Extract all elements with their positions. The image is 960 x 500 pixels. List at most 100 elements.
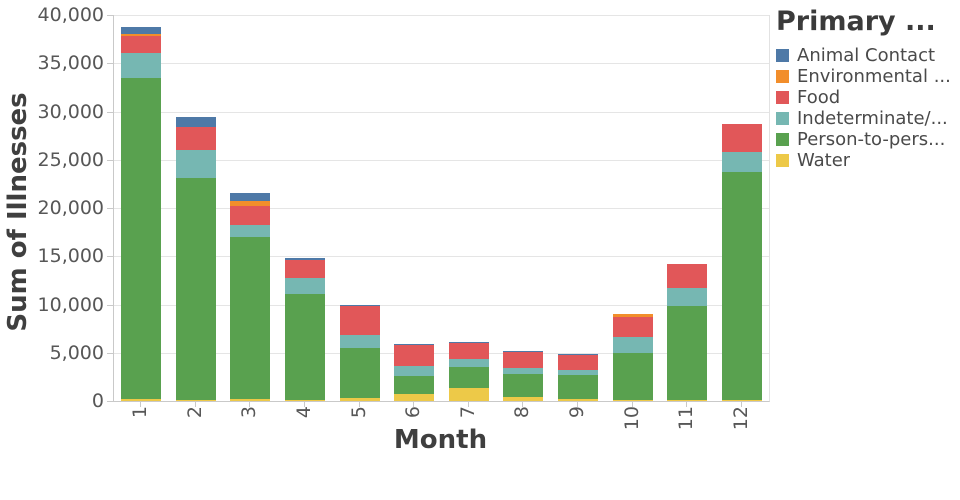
bar-month-6-segment-person-to-person[interactable] bbox=[394, 375, 435, 394]
bar-month-6-segment-water[interactable] bbox=[394, 393, 435, 401]
bar-month-8-segment-person-to-person[interactable] bbox=[503, 373, 544, 398]
bar-month-1-segment-person-to-person[interactable] bbox=[121, 78, 162, 400]
legend-item-label: Animal Contact bbox=[797, 45, 936, 66]
y-tick-label: 35,000 bbox=[37, 52, 104, 75]
bar-month-1-segment-animal-contact[interactable] bbox=[121, 26, 162, 35]
bar-month-11-segment-person-to-person[interactable] bbox=[667, 306, 708, 400]
y-tick bbox=[107, 15, 113, 16]
y-tick bbox=[107, 352, 113, 354]
y-tick bbox=[107, 401, 113, 402]
bar-month-1-segment-environmental[interactable] bbox=[121, 34, 162, 36]
bar-month-2 bbox=[175, 15, 216, 401]
bar-month-4-segment-animal-contact[interactable] bbox=[285, 258, 326, 261]
bar-month-3-segment-water[interactable] bbox=[230, 398, 271, 401]
bar-month-2-segment-person-to-person[interactable] bbox=[175, 178, 216, 400]
bar-month-4-segment-water[interactable] bbox=[285, 400, 326, 401]
y-tick-label: 25,000 bbox=[37, 148, 104, 171]
gridline-30000 bbox=[114, 111, 769, 113]
bar-month-9-segment-water[interactable] bbox=[557, 398, 598, 401]
bar-month-1 bbox=[121, 15, 162, 401]
bar-month-3-segment-environmental[interactable] bbox=[230, 201, 271, 206]
bar-month-8-segment-water[interactable] bbox=[503, 397, 544, 401]
bar-month-5-segment-indeterminate-other[interactable] bbox=[339, 334, 380, 349]
x-tick bbox=[194, 402, 196, 407]
bar-month-1-segment-food[interactable] bbox=[121, 35, 162, 53]
legend-item-animal-contact[interactable]: Animal Contact bbox=[776, 45, 958, 66]
legend-item-food[interactable]: Food bbox=[776, 87, 958, 108]
y-tick bbox=[107, 63, 113, 65]
bar-month-5-segment-food[interactable] bbox=[339, 306, 380, 335]
y-tick-label: 40,000 bbox=[37, 4, 104, 26]
legend-item-water[interactable]: Water bbox=[776, 150, 958, 171]
bar-month-4-segment-person-to-person[interactable] bbox=[285, 293, 326, 400]
bar-month-8-segment-animal-contact[interactable] bbox=[503, 351, 544, 353]
bar-month-3-segment-person-to-person[interactable] bbox=[230, 237, 271, 399]
gridline-25000 bbox=[114, 159, 769, 161]
bar-month-2-segment-animal-contact[interactable] bbox=[175, 117, 216, 127]
gridline-35000 bbox=[114, 63, 769, 65]
bar-month-9-segment-animal-contact[interactable] bbox=[557, 354, 598, 356]
bar-month-10-segment-food[interactable] bbox=[612, 317, 653, 338]
bar-month-9-segment-person-to-person[interactable] bbox=[557, 374, 598, 399]
bar-month-7-segment-indeterminate-other[interactable] bbox=[448, 359, 489, 367]
bar-month-6-segment-animal-contact[interactable] bbox=[394, 343, 435, 345]
bar-month-5-segment-water[interactable] bbox=[339, 397, 380, 401]
bar-month-7-segment-animal-contact[interactable] bbox=[448, 342, 489, 344]
bar-month-5-segment-animal-contact[interactable] bbox=[339, 304, 380, 307]
bar-month-6-segment-indeterminate-other[interactable] bbox=[394, 366, 435, 376]
bar-month-10-segment-water[interactable] bbox=[612, 399, 653, 401]
legend-item-indeterminate-other[interactable]: Indeterminate/... bbox=[776, 108, 958, 129]
bar-month-8 bbox=[503, 15, 544, 401]
bar-month-2-segment-indeterminate-other[interactable] bbox=[175, 150, 216, 179]
gridline-40000 bbox=[114, 15, 769, 16]
y-tick bbox=[107, 304, 113, 306]
bar-month-7-segment-water[interactable] bbox=[448, 388, 489, 401]
bar-month-12-segment-indeterminate-other[interactable] bbox=[721, 152, 762, 173]
bar-month-9 bbox=[557, 15, 598, 401]
bar-month-7 bbox=[448, 15, 489, 401]
legend-swatch-icon bbox=[776, 70, 789, 83]
bar-month-7-segment-food[interactable] bbox=[448, 343, 489, 360]
bar-month-4-segment-indeterminate-other[interactable] bbox=[285, 278, 326, 294]
bar-month-3-segment-indeterminate-other[interactable] bbox=[230, 224, 271, 238]
bar-month-10-segment-person-to-person[interactable] bbox=[612, 352, 653, 400]
bar-month-10 bbox=[612, 15, 653, 401]
legend-swatch-icon bbox=[776, 133, 789, 146]
bar-month-1-segment-water[interactable] bbox=[121, 399, 162, 401]
y-tick-label: 15,000 bbox=[37, 245, 104, 268]
bar-month-12-segment-person-to-person[interactable] bbox=[721, 172, 762, 400]
bar-month-11-segment-water[interactable] bbox=[667, 399, 708, 401]
x-tick bbox=[413, 402, 415, 407]
bar-month-12-segment-food[interactable] bbox=[721, 124, 762, 153]
bar-month-8-segment-food[interactable] bbox=[503, 352, 544, 368]
bar-month-10-segment-indeterminate-other[interactable] bbox=[612, 337, 653, 353]
bar-month-9-segment-indeterminate-other[interactable] bbox=[557, 369, 598, 375]
bar-month-11-segment-food[interactable] bbox=[667, 264, 708, 289]
bar-month-4-segment-food[interactable] bbox=[285, 260, 326, 279]
bar-month-11-segment-indeterminate-other[interactable] bbox=[667, 288, 708, 307]
gridline-20000 bbox=[114, 208, 769, 209]
bar-month-8-segment-indeterminate-other[interactable] bbox=[503, 367, 544, 374]
bar-month-7-segment-person-to-person[interactable] bbox=[448, 366, 489, 388]
bar-month-12 bbox=[721, 15, 762, 401]
x-tick bbox=[686, 402, 688, 407]
legend-item-label: Water bbox=[797, 150, 851, 171]
legend-item-environmental[interactable]: Environmental ... bbox=[776, 66, 958, 87]
bar-month-3-segment-animal-contact[interactable] bbox=[230, 192, 271, 202]
bar-month-2-segment-food[interactable] bbox=[175, 126, 216, 151]
legend: Primary ... Animal Contact Environmental … bbox=[776, 6, 958, 171]
bar-month-1-segment-indeterminate-other[interactable] bbox=[121, 52, 162, 79]
bar-month-2-segment-water[interactable] bbox=[175, 400, 216, 401]
bar-month-10-segment-environmental[interactable] bbox=[612, 314, 653, 318]
bar-month-3-segment-food[interactable] bbox=[230, 205, 271, 225]
plot-area bbox=[113, 15, 770, 402]
bar-month-6-segment-food[interactable] bbox=[394, 344, 435, 367]
bar-month-12-segment-water[interactable] bbox=[721, 399, 762, 401]
bar-month-4 bbox=[285, 15, 326, 401]
bar-month-5-segment-person-to-person[interactable] bbox=[339, 348, 380, 398]
legend-item-person-to-person[interactable]: Person-to-pers... bbox=[776, 129, 958, 150]
legend-item-label: Food bbox=[797, 87, 841, 108]
bar-month-9-segment-food[interactable] bbox=[557, 355, 598, 370]
bar-month-5 bbox=[339, 15, 380, 401]
